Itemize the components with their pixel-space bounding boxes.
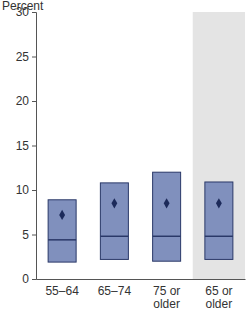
x-tick-label: 65–74	[98, 284, 132, 298]
y-tick-mark	[32, 190, 36, 191]
y-tick: 5	[22, 228, 36, 242]
mean-marker	[111, 198, 117, 208]
x-tick-label: 65 orolder	[205, 284, 232, 312]
median-line	[100, 236, 128, 238]
y-tick-mark	[32, 279, 36, 280]
range-box	[153, 172, 181, 261]
y-tick: 10	[16, 183, 36, 197]
y-tick-label: 15	[16, 139, 30, 153]
mean-marker	[59, 210, 65, 220]
x-tick: 75 orolder	[153, 284, 180, 312]
median-line	[205, 236, 233, 238]
mean-marker	[216, 198, 222, 208]
y-tick-mark	[32, 235, 36, 236]
median-line	[153, 236, 181, 238]
x-axis: 55–64 65–74 75 orolder 65 orolder	[37, 280, 246, 312]
y-tick: 20	[16, 94, 36, 108]
y-tick: 0	[22, 272, 36, 286]
y-tick-label: 25	[16, 50, 30, 64]
y-tick-label: 20	[16, 94, 30, 108]
x-tick: 65–74	[98, 284, 132, 298]
mean-marker	[164, 198, 170, 208]
plot: 05101520253055–6465–7475 orolder65 orold…	[16, 5, 246, 311]
y-tick: 25	[16, 50, 36, 64]
x-tick: 65 orolder	[205, 284, 232, 312]
chart: 05101520253055–6465–7475 orolder65 orold…	[0, 0, 249, 329]
y-axis-title: Percent	[2, 0, 44, 13]
y-tick-mark	[32, 101, 36, 102]
y-tick-mark	[32, 57, 36, 58]
range-box	[100, 183, 128, 260]
y-axis: 051015202530	[16, 5, 37, 286]
range-box	[48, 200, 76, 262]
x-tick: 55–64	[45, 284, 79, 298]
marks	[48, 172, 233, 262]
y-tick: 15	[16, 139, 36, 153]
range-box	[205, 182, 233, 259]
y-tick-label: 10	[16, 183, 30, 197]
y-tick-label: 0	[22, 272, 29, 286]
x-tick-label: 55–64	[45, 284, 79, 298]
median-line	[48, 239, 76, 241]
y-axis-line	[32, 13, 37, 280]
y-tick-mark	[32, 146, 36, 147]
y-tick-label: 5	[22, 228, 29, 242]
x-tick-label: 75 orolder	[153, 284, 180, 312]
x-axis-line	[37, 279, 246, 280]
group-shading	[193, 12, 245, 279]
